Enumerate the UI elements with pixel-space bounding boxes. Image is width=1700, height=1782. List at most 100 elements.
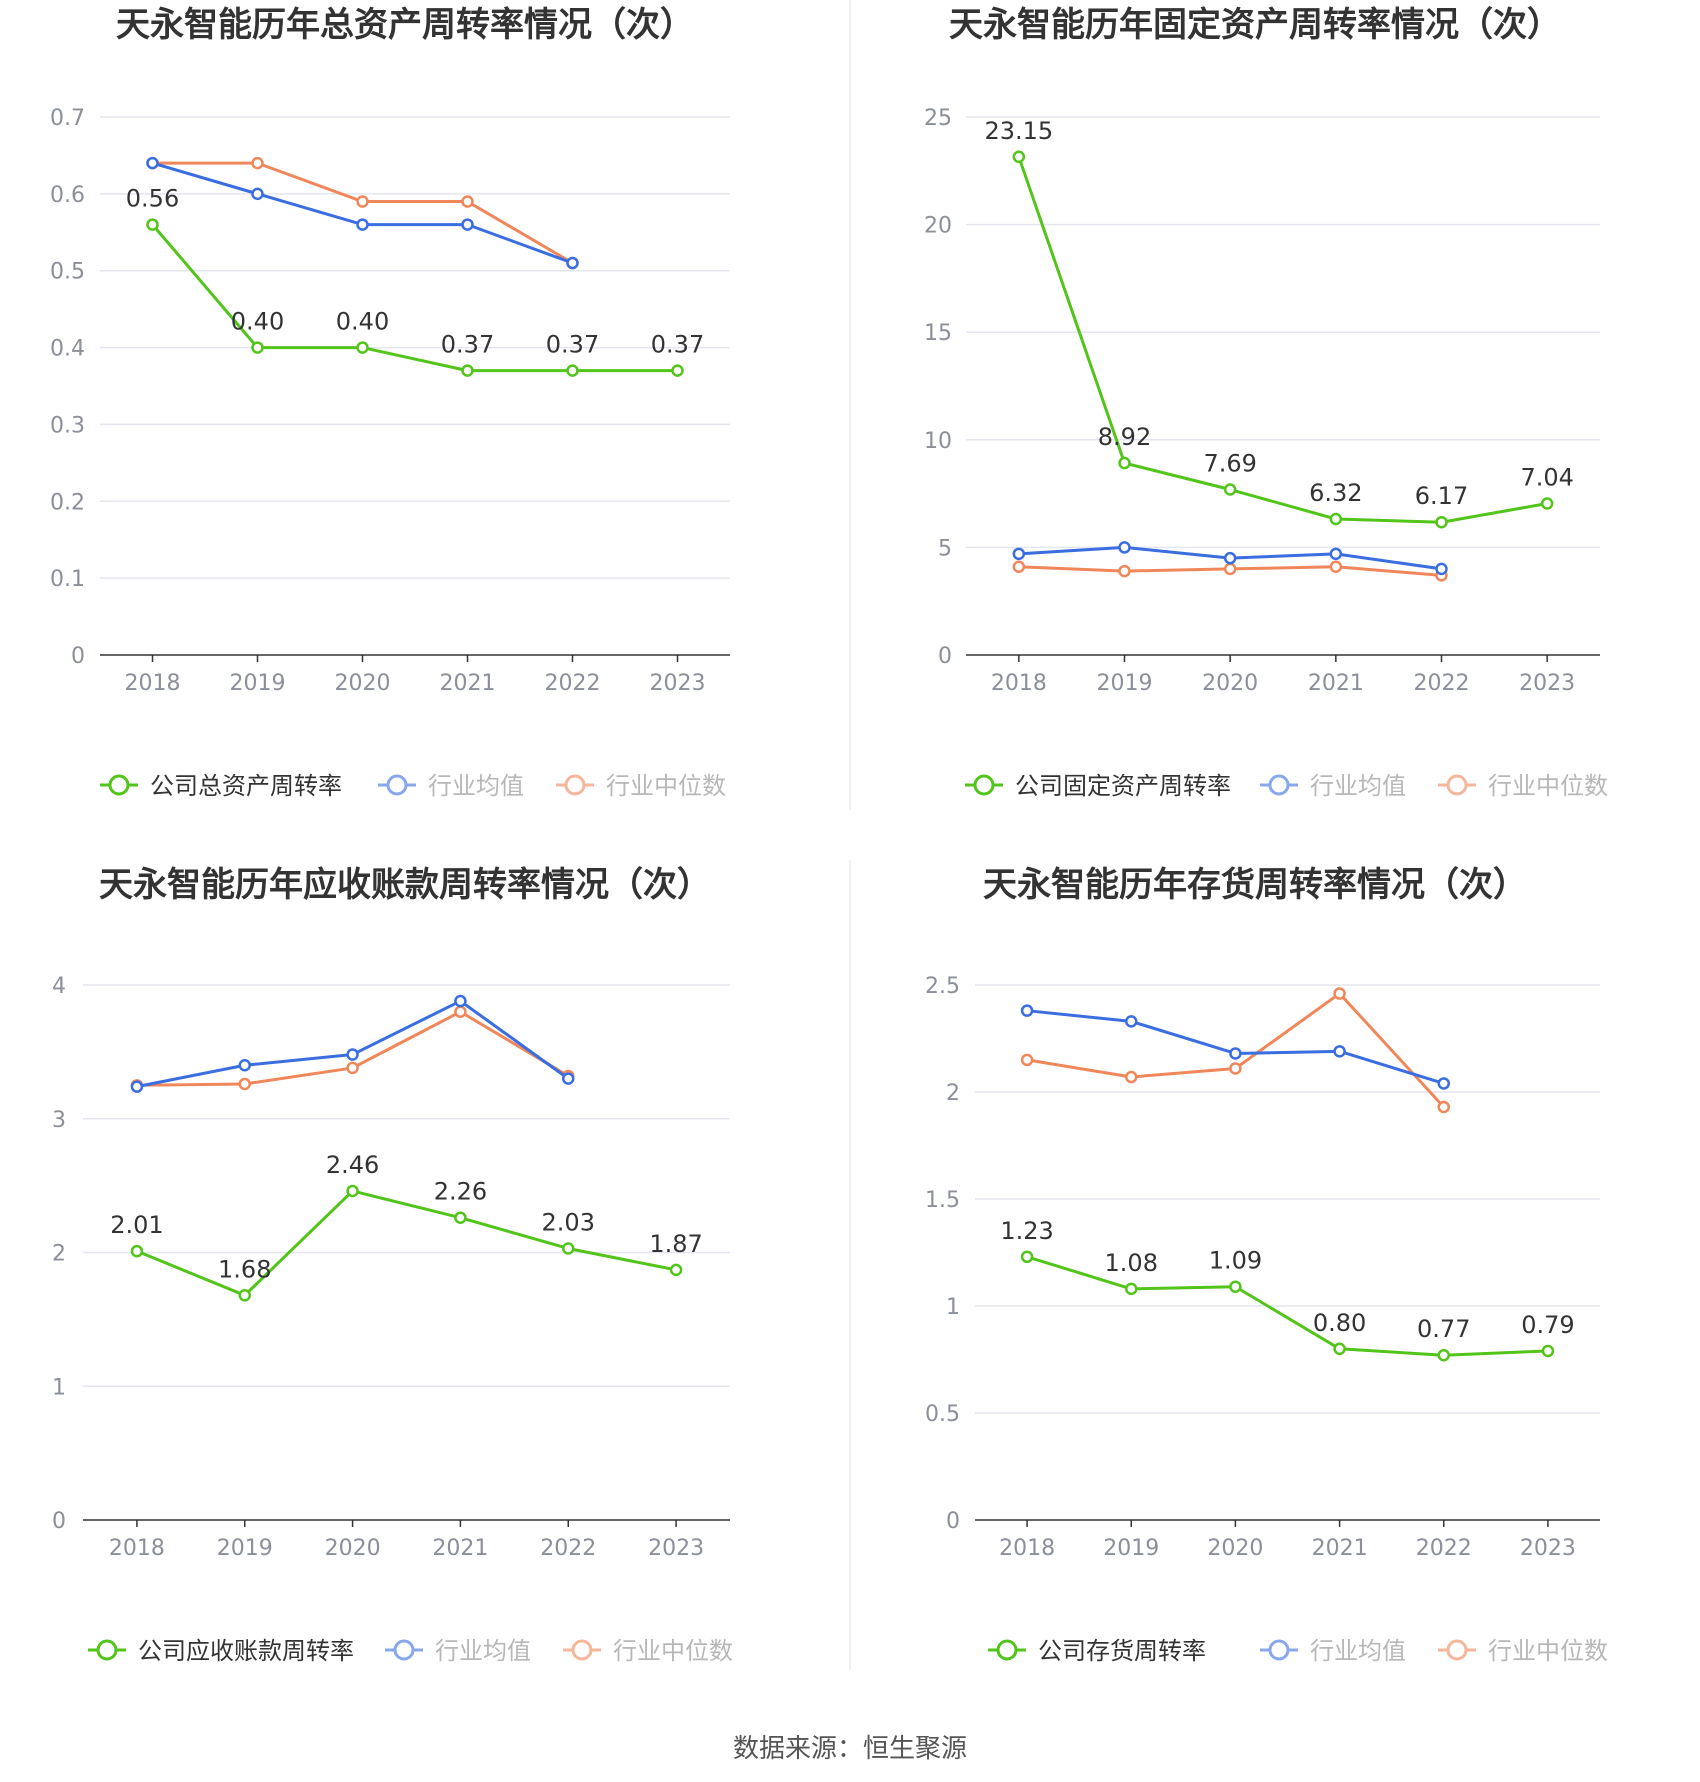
data-point-company [454, 1211, 467, 1224]
y-tick-label: 0 [71, 644, 85, 669]
series-line-company [1017, 156, 1548, 524]
y-tick-label: 0.5 [925, 1402, 960, 1427]
legend-marker [1446, 1639, 1468, 1661]
x-tick-label: 2023 [650, 671, 706, 696]
x-tick-label: 2018 [125, 671, 181, 696]
data-label: 2.03 [542, 1208, 595, 1236]
y-tick-label: 2 [52, 1242, 66, 1267]
data-label: 2.26 [434, 1178, 487, 1206]
chart-fixed-asset-turnover: 天永智能历年固定资产周转率情况（次） 0 5 10 15 20 25 2018 2019 2020… [924, 5, 1608, 800]
legend-marker [386, 774, 408, 796]
series-line-company [1026, 1255, 1548, 1357]
y-tick-label: 1 [52, 1375, 66, 1400]
data-point-avg [1229, 1047, 1242, 1060]
data-label: 0.56 [126, 185, 179, 213]
data-label: 1.87 [649, 1230, 702, 1258]
data-point-median [1012, 560, 1026, 574]
legend-item-company: 公司总资产周转率 [100, 772, 342, 800]
y-tick-label: 0.2 [50, 490, 85, 515]
y-tick-label: 3 [52, 1108, 66, 1133]
data-point-median [1118, 564, 1131, 578]
legend-item-avg: 行业均值 [385, 1637, 531, 1665]
data-point-company [1435, 515, 1448, 529]
legend-item-company: 公司存货周转率 [988, 1637, 1206, 1665]
data-point-avg [1012, 547, 1026, 561]
data-point-avg [1329, 547, 1343, 561]
y-tick-label: 0 [946, 1509, 960, 1534]
y-tick-label: 1.5 [925, 1188, 960, 1213]
legend-label: 公司总资产周转率 [150, 772, 342, 800]
data-point-avg [251, 187, 264, 201]
data-point-median [356, 195, 369, 208]
data-source-note: 数据来源：恒生聚源 [732, 1734, 967, 1764]
x-tick-label: 2018 [109, 1536, 165, 1561]
x-tick-label: 2020 [1207, 1536, 1263, 1561]
data-point-avg [1020, 1004, 1034, 1017]
data-point-avg [454, 994, 467, 1008]
data-point-avg [461, 218, 474, 231]
data-label: 0.77 [1417, 1315, 1470, 1343]
y-tick-label: 0 [938, 644, 952, 669]
legend-label: 行业均值 [1310, 772, 1406, 800]
data-point-company [146, 218, 159, 231]
legend-item-avg: 行业均值 [378, 772, 524, 800]
x-tick-label: 2020 [335, 671, 391, 696]
x-tick-label: 2021 [1312, 1536, 1368, 1561]
x-tick-label: 2019 [217, 1536, 273, 1561]
data-label: 1.23 [1000, 1217, 1053, 1245]
data-point-company [1125, 1282, 1138, 1296]
y-tick-label: 2 [946, 1081, 960, 1106]
legend-item-company: 公司应收账款周转率 [88, 1637, 354, 1665]
chart-title: 天永智能历年存货周转率情况（次） [983, 865, 1527, 905]
data-point-avg [356, 218, 369, 231]
data-point-avg [1223, 551, 1237, 565]
data-point-median [1333, 987, 1346, 1000]
data-point-company [1020, 1250, 1034, 1264]
series-line-company [151, 223, 678, 373]
data-point-company [1333, 1342, 1346, 1356]
data-label: 0.80 [1313, 1309, 1366, 1337]
legend-label: 公司应收账款周转率 [138, 1637, 354, 1665]
x-tick-label: 2020 [1202, 671, 1258, 696]
x-tick-label: 2019 [1097, 671, 1153, 696]
data-point-avg [1333, 1045, 1346, 1058]
y-tick-label: 1 [946, 1295, 960, 1320]
legend-label: 公司固定资产周转率 [1015, 772, 1231, 800]
y-tick-label: 0 [52, 1509, 66, 1534]
legend-marker [108, 774, 130, 796]
data-point-company [1223, 483, 1237, 496]
data-point-company [238, 1289, 251, 1302]
legend-label: 行业中位数 [1488, 772, 1608, 800]
data-label: 0.37 [546, 331, 599, 359]
data-point-company [566, 364, 579, 377]
x-tick-label: 2023 [1520, 1536, 1576, 1561]
data-point-company [1437, 1348, 1450, 1362]
x-tick-label: 2023 [1519, 671, 1575, 696]
data-point-avg [1125, 1015, 1138, 1028]
chart-total-asset-turnover: 天永智能历年总资产周转率情况（次） 0 0.1 0.2 0.3 0.4 0.5 0.6 0.7 2… [50, 5, 730, 800]
legend-label: 行业均值 [435, 1637, 531, 1665]
series-line-avg [152, 161, 574, 265]
legend-label: 行业均值 [428, 772, 524, 800]
y-tick-label: 25 [924, 106, 952, 131]
data-point-avg [562, 1072, 575, 1085]
legend-marker [1268, 1639, 1290, 1661]
data-point-avg [146, 156, 159, 170]
data-label: 23.15 [984, 117, 1053, 145]
chart-panel-fixed-asset-turnover: 天永智能历年固定资产周转率情况（次） 0 5 10 15 20 25 2018 2019 2020… [850, 0, 1700, 860]
legend-item-avg: 行业均值 [1260, 1637, 1406, 1665]
x-tick-label: 2018 [999, 1536, 1055, 1561]
y-tick-label: 0.3 [50, 413, 85, 438]
data-label: 0.40 [231, 308, 284, 336]
y-tick-label: 10 [924, 429, 952, 454]
x-tick-label: 2023 [648, 1536, 704, 1561]
data-label: 0.40 [336, 308, 389, 336]
data-point-company [1540, 497, 1554, 510]
data-point-company [1229, 1280, 1242, 1293]
legend-item-company: 公司固定资产周转率 [965, 772, 1231, 800]
y-tick-label: 2.5 [925, 974, 960, 999]
data-point-median [1437, 1100, 1450, 1114]
data-label: 2.46 [326, 1151, 379, 1179]
data-point-median [1125, 1070, 1138, 1084]
data-point-company [562, 1242, 575, 1255]
